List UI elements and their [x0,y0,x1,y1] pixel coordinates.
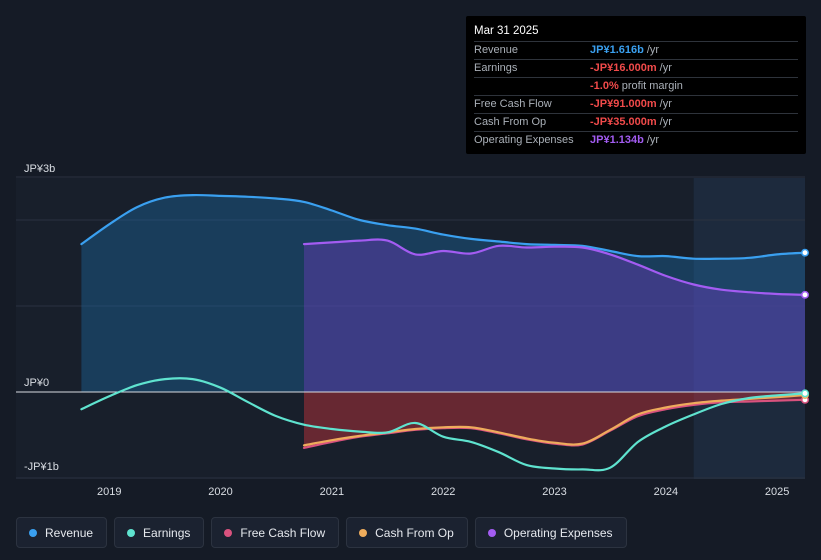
tooltip-row-label: Revenue [474,44,519,56]
operating-expenses-end-dot [801,290,809,299]
legend-label: Free Cash Flow [240,525,326,540]
x-tick-label: 2020 [208,486,232,498]
revenue-area [81,195,805,392]
x-tick-label: 2023 [542,486,566,498]
forecast-shade [693,178,805,479]
axis-labels: JP¥3b JP¥0 -JP¥1b 2019 2020 2021 2022 2023 2024 2… [24,163,789,498]
grid-lines [16,176,805,479]
chart-legend: Revenue Earnings Free Cash Flow Cash From O… [16,517,627,548]
legend-item-free-cash-flow[interactable]: Free Cash Flow [211,517,340,548]
tooltip-date: Mar 31 2025 [474,25,539,37]
data-tooltip: Mar 31 2025 Revenue JP¥1.616b/yr Earnings -… [466,16,806,154]
earnings-line [80,377,807,472]
tooltip-row: Earnings -JP¥16.000m/yr [474,59,798,77]
y-tick-label: JP¥0 [24,377,49,389]
series-end-dots [801,248,809,404]
tooltip-row-unit: /yr [646,134,660,146]
legend-label: Operating Expenses [503,525,613,540]
tooltip-row-label: Earnings [474,62,518,74]
tooltip-row-value: JP¥1.134b [590,134,644,146]
y-tick-label: JP¥3b [24,163,55,175]
earnings-end-dot [801,389,809,398]
revenue-end-dot [801,248,809,257]
legend-dot-icon [29,528,37,537]
legend-item-revenue[interactable]: Revenue [16,517,108,548]
x-tick-label: 2022 [431,486,455,498]
operating-expenses-area [304,239,805,392]
tooltip-row-unit: /yr [646,44,660,56]
x-tick-label: 2019 [97,486,121,498]
tooltip-row-label: Free Cash Flow [474,98,552,110]
tooltip-row: Cash From Op -JP¥35.000m/yr [474,113,798,131]
tooltip-row-unit: profit margin [621,80,683,92]
legend-item-earnings[interactable]: Earnings [114,517,205,548]
tooltip-row-label: Cash From Op [474,116,547,128]
tooltip-row: Free Cash Flow -JP¥91.000m/yr [474,95,798,113]
legend-item-cash-from-op[interactable]: Cash From Op [346,517,468,548]
tooltip-row-label [474,78,590,95]
series-lines [80,193,807,472]
tooltip-row: Revenue JP¥1.616b/yr [474,41,798,59]
x-tick-label: 2021 [320,486,344,498]
legend-dot-icon [487,528,496,537]
legend-label: Revenue [45,525,94,540]
operating-expenses-line [302,238,807,296]
revenue-line [80,193,807,261]
tooltip-row: -1.0% profit margin [474,77,798,95]
y-tick-label: -JP¥1b [24,461,59,473]
x-tick-label: 2024 [654,486,678,498]
legend-dot-icon [127,528,136,537]
legend-label: Cash From Op [375,525,454,540]
x-tick-label: 2025 [765,486,789,498]
legend-dot-icon [359,528,368,537]
tooltip-row-unit: /yr [659,116,672,128]
legend-dot-icon [224,528,233,537]
tooltip-row-value: -JP¥91.000m [590,98,657,110]
tooltip-row: Operating Expenses JP¥1.134b/yr [474,131,798,149]
tooltip-row-unit: /yr [659,98,672,110]
tooltip-row-value: -JP¥35.000m [590,116,657,128]
plot-background [16,178,694,479]
legend-label: Earnings [143,525,191,540]
tooltip-row-value: JP¥1.616b [590,44,644,56]
tooltip-row-unit: /yr [659,62,672,74]
legend-item-operating-expenses[interactable]: Operating Expenses [474,517,627,548]
tooltip-row-value: -JP¥16.000m [590,62,657,74]
tooltip-row-label: Operating Expenses [474,134,574,146]
tooltip-row-value: -1.0% [590,80,619,92]
